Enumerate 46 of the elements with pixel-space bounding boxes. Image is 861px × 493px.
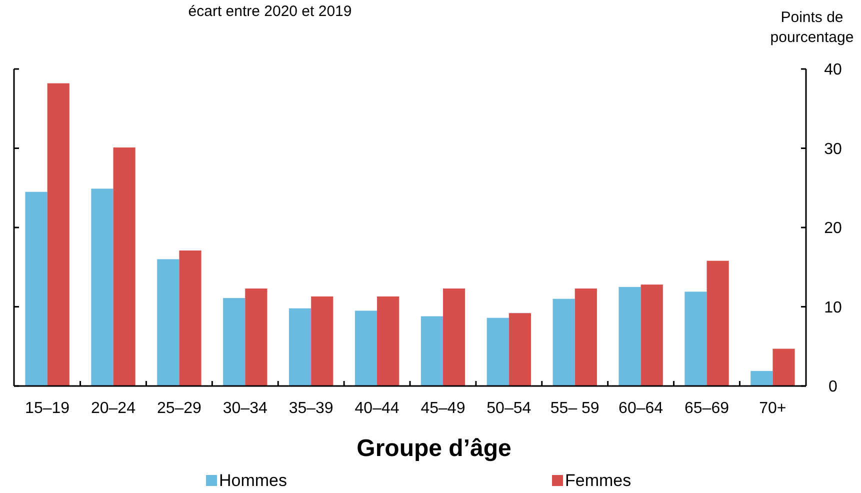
x-tick-label: 40–44: [354, 400, 400, 417]
x-tick-label: 15–19: [25, 400, 70, 417]
y-tick-label: 40: [824, 62, 842, 79]
x-tick-label: 30–34: [222, 400, 268, 417]
y-tick-label: 30: [824, 140, 842, 158]
chart-title: écart entre 2020 et 2019: [188, 3, 352, 20]
x-tick-label: 25–29: [156, 400, 202, 417]
y-axis-title: Points de pourcentage: [770, 9, 854, 46]
x-tick-label: 65–69: [684, 400, 730, 417]
bar: [640, 284, 663, 386]
bar: [288, 308, 312, 386]
bar: [420, 316, 443, 386]
bar: [508, 313, 532, 386]
bar: [91, 188, 114, 386]
bar: [354, 310, 378, 386]
bar: [179, 250, 202, 386]
x-tick-label: 35–39: [288, 400, 334, 417]
bar: [750, 370, 773, 386]
y-tick-label: 0: [828, 378, 838, 396]
x-tick-label: 70+: [759, 400, 786, 417]
bar: [618, 286, 641, 386]
bar: [552, 298, 575, 386]
bar: [486, 318, 509, 386]
x-tick-label: 50–54: [486, 400, 532, 417]
bar: [245, 288, 268, 386]
x-axis-title: Groupe d’âge: [356, 435, 512, 462]
x-tick-label: 55– 59: [550, 400, 600, 417]
y-tick-label: 20: [824, 220, 842, 238]
x-tick-label: 60–64: [618, 400, 664, 417]
bar: [47, 83, 70, 386]
bar: [377, 296, 400, 386]
bar: [772, 348, 795, 386]
bar: [223, 298, 246, 386]
legend-label: Hommes: [219, 471, 288, 490]
bar: [706, 260, 729, 386]
bar: [157, 259, 180, 386]
y-tick-label: 10: [824, 299, 842, 316]
x-tick-label: 45–49: [420, 400, 466, 417]
bar: [684, 292, 707, 386]
bar: [574, 288, 597, 386]
bar: [113, 147, 136, 386]
bar: [442, 288, 466, 386]
bar: [25, 192, 48, 386]
bar: [311, 296, 334, 386]
legend-label: Femmes: [565, 471, 632, 490]
x-tick-label: 20–24: [90, 400, 136, 417]
